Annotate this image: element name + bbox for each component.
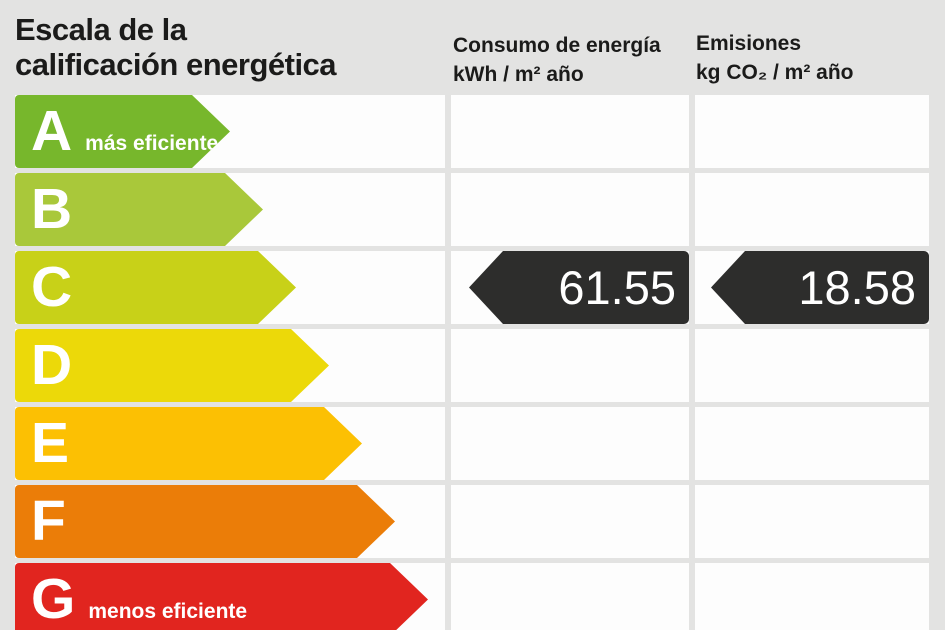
- consumption-column-header: Consumo de energía kWh / m² año: [453, 31, 661, 89]
- rating-grid: A más eficiente B C 61.55: [15, 95, 929, 630]
- consumption-header-line1: Consumo de energía: [453, 34, 661, 57]
- page-title-line1: Escala de la: [15, 12, 187, 47]
- grade-letter-e: E: [31, 411, 70, 475]
- consumption-header-units: kWh / m² año: [453, 63, 584, 86]
- consumption-value-arrow: 61.55: [469, 251, 689, 324]
- emissions-cell-e: [695, 407, 929, 480]
- grade-bar-e: E: [15, 407, 362, 480]
- consumption-cell-a: [451, 95, 689, 168]
- grade-bar-c: C: [15, 251, 296, 324]
- grade-letter-f: F: [31, 489, 66, 553]
- grade-bar-a: A más eficiente: [15, 95, 230, 168]
- consumption-cell-f: [451, 485, 689, 558]
- grade-letter-a: A: [31, 99, 73, 163]
- grade-sublabel-a: más eficiente: [85, 132, 219, 155]
- emissions-value: 18.58: [798, 261, 916, 314]
- grade-letter-g: G: [31, 567, 76, 630]
- scale-cell-f: F: [15, 485, 445, 558]
- scale-cell-d: D: [15, 329, 445, 402]
- emissions-cell-c: 18.58: [695, 251, 929, 324]
- page-title: Escala de la calificación energética: [15, 12, 337, 82]
- scale-cell-b: B: [15, 173, 445, 246]
- grade-bar-g: G menos eficiente: [15, 563, 428, 630]
- emissions-value-arrow: 18.58: [711, 251, 929, 324]
- grade-letter-d: D: [31, 333, 73, 397]
- scale-cell-c: C: [15, 251, 445, 324]
- grade-bar-f: F: [15, 485, 395, 558]
- emissions-column-header: Emisiones kg CO₂ / m² año: [696, 29, 854, 87]
- consumption-cell-g: [451, 563, 689, 630]
- emissions-cell-a: [695, 95, 929, 168]
- emissions-cell-d: [695, 329, 929, 402]
- scale-cell-e: E: [15, 407, 445, 480]
- scale-cell-a: A más eficiente: [15, 95, 445, 168]
- scale-cell-g: G menos eficiente: [15, 563, 445, 630]
- consumption-cell-e: [451, 407, 689, 480]
- grade-letter-b: B: [31, 177, 73, 241]
- grade-letter-c: C: [31, 255, 73, 319]
- consumption-cell-b: [451, 173, 689, 246]
- emissions-cell-f: [695, 485, 929, 558]
- emissions-cell-b: [695, 173, 929, 246]
- consumption-value: 61.55: [558, 261, 676, 314]
- emissions-header-line1: Emisiones: [696, 32, 802, 55]
- consumption-cell-c: 61.55: [451, 251, 689, 324]
- grade-sublabel-g: menos eficiente: [88, 600, 248, 623]
- consumption-cell-d: [451, 329, 689, 402]
- grade-bar-d: D: [15, 329, 329, 402]
- page-title-line2: calificación energética: [15, 47, 337, 82]
- emissions-header-units: kg CO₂ / m² año: [696, 61, 854, 84]
- grade-bar-b: B: [15, 173, 263, 246]
- emissions-cell-g: [695, 563, 929, 630]
